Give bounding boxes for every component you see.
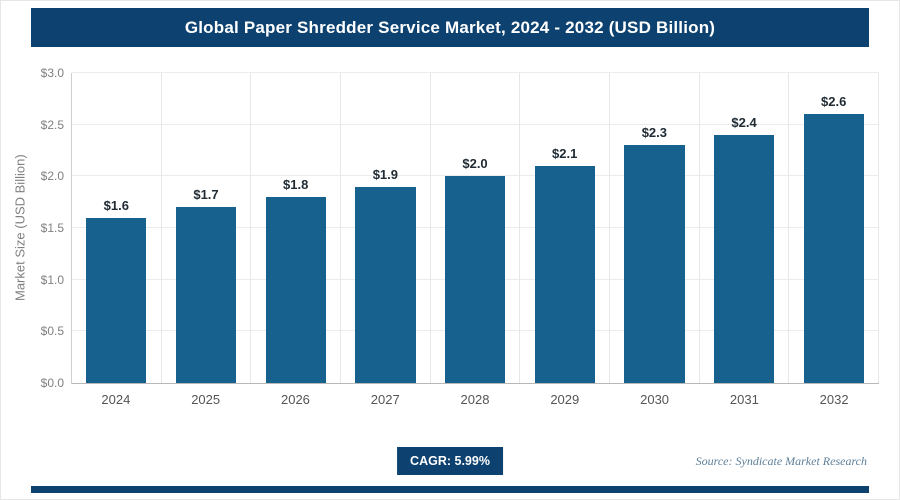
plot-area: $1.6 $1.7 $1.8 $1.9 $2.0 $2.1 $2.3 $2.4 $2.6 xyxy=(71,72,880,384)
h-gridline xyxy=(72,72,879,73)
x-tick-label: 2025 xyxy=(191,392,221,407)
bar-value-label: $2.6 xyxy=(821,94,847,110)
y-tick-label: $0.0 xyxy=(40,376,64,390)
bar-value-label: $1.6 xyxy=(103,197,129,213)
bar-value-label: $2.1 xyxy=(552,146,578,161)
y-tick-label: $1.0 xyxy=(40,272,64,287)
bar xyxy=(534,166,595,383)
bar-value-label: $1.7 xyxy=(193,187,219,203)
chart-title-bar: Global Paper Shredder Service Market, 20… xyxy=(31,8,869,47)
bar-group: $1.6 xyxy=(72,73,162,383)
bar-group: $2.6 xyxy=(789,73,880,383)
bar xyxy=(624,145,685,383)
y-tick-label: $3.0 xyxy=(40,66,64,80)
bars-row: $1.6 $1.7 $1.8 $1.9 $2.0 $2.1 $2.3 $2.4 $2.6 xyxy=(72,73,880,383)
bar xyxy=(713,135,775,383)
x-axis-labels: 2024 2025 2026 2027 2028 2029 2030 2031 2032 xyxy=(71,384,879,407)
h-gridline xyxy=(72,175,879,177)
x-tick-label: 2028 xyxy=(460,392,490,407)
bar-group: $2.0 xyxy=(431,73,521,383)
bar-group: $2.1 xyxy=(520,73,611,383)
y-axis-title: Market Size (USD Billion) xyxy=(12,154,28,302)
y-tick-label: $2.5 xyxy=(40,117,64,132)
x-tick-label: 2031 xyxy=(729,392,759,407)
bottom-accent-bar xyxy=(31,486,869,493)
x-tick-label: 2027 xyxy=(370,392,400,407)
chart-title: Global Paper Shredder Service Market, 20… xyxy=(184,17,716,37)
y-tick-label: $1.5 xyxy=(40,221,64,235)
bar-value-label: $2.0 xyxy=(462,156,488,172)
bar-value-label: $1.9 xyxy=(372,166,398,182)
bar-group: $2.3 xyxy=(610,73,700,383)
bar-value-label: $2.4 xyxy=(731,115,757,130)
bar-value-label: $2.3 xyxy=(641,125,668,141)
bar-group: $1.7 xyxy=(162,73,252,383)
bar xyxy=(803,114,864,383)
chart-main: $0.0 $0.5 $1.0 $1.5 $2.0 $2.5 $3.0 $1.6 $1.7 $1.… xyxy=(29,66,880,407)
bar xyxy=(355,186,416,383)
y-tick-label: $0.5 xyxy=(40,324,64,339)
x-axis: 2024 2025 2026 2027 2028 2029 2030 2031 2032 xyxy=(29,384,879,407)
bar-group: $2.4 xyxy=(700,73,790,383)
chart: Market Size (USD Billion) $0.0 $0.5 $1.0 $1… xyxy=(11,66,880,407)
x-tick-label: 2030 xyxy=(640,392,670,407)
bar-group: $1.9 xyxy=(341,73,431,383)
bar xyxy=(265,197,326,383)
bar-value-label: $1.8 xyxy=(283,177,309,192)
bar-group: $1.8 xyxy=(251,73,342,383)
x-tick-label: 2029 xyxy=(550,392,580,407)
y-tick-label: $2.0 xyxy=(40,169,64,184)
h-gridline xyxy=(72,123,879,125)
chart-footer: CAGR: 5.99% Source: Syndicate Market Res… xyxy=(1,445,899,477)
x-tick-label: 2026 xyxy=(280,392,310,407)
cagr-badge: CAGR: 5.99% xyxy=(397,447,503,475)
x-tick-label: 2032 xyxy=(819,392,849,407)
y-axis-ticks: $0.0 $0.5 $1.0 $1.5 $2.0 $2.5 $3.0 xyxy=(29,66,71,390)
bar xyxy=(175,207,237,383)
x-tick-label: 2024 xyxy=(101,392,131,407)
bar xyxy=(444,176,506,383)
plot-row: $0.0 $0.5 $1.0 $1.5 $2.0 $2.5 $3.0 $1.6 $1.7 $1.… xyxy=(29,66,880,390)
source-text: Source: Syndicate Market Research xyxy=(695,454,867,468)
bar xyxy=(86,217,147,383)
